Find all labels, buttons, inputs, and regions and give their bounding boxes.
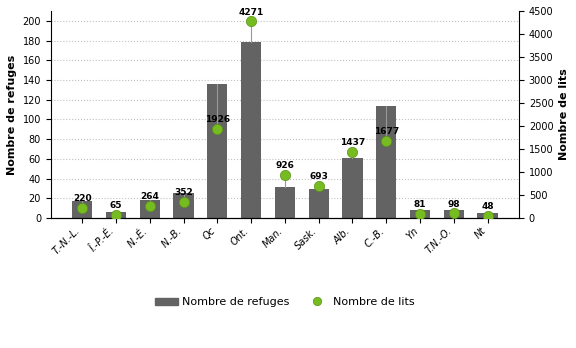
Point [145,203,154,209]
Text: 48: 48 [482,202,494,211]
Text: 98: 98 [448,199,460,208]
Text: 352: 352 [174,188,193,197]
Point [415,212,425,217]
Text: 926: 926 [275,161,294,171]
Bar [410,210,430,218]
Point [483,213,492,219]
Point [449,211,458,216]
Text: 1437: 1437 [340,138,365,147]
Point [247,19,256,24]
Point [314,183,323,189]
Legend: Nombre de refuges, Nombre de lits: Nombre de refuges, Nombre de lits [151,293,419,312]
Bar [309,189,329,218]
Bar [275,188,295,218]
Bar [444,210,464,218]
Bar [207,84,228,218]
Bar [139,200,160,218]
Text: 264: 264 [141,192,159,201]
Text: 693: 693 [309,172,328,181]
Point [213,127,222,132]
Bar [376,105,396,218]
Y-axis label: Nombre de refuges: Nombre de refuges [7,54,17,175]
Text: 1926: 1926 [204,116,230,125]
Bar [106,212,126,218]
Text: 65: 65 [109,201,122,210]
Y-axis label: Nombre de lits: Nombre de lits [559,69,569,160]
Bar [342,158,362,218]
Text: 1677: 1677 [374,127,399,136]
Text: 81: 81 [414,200,426,209]
Text: 4271: 4271 [238,8,264,17]
Bar [241,42,262,218]
Point [179,199,188,205]
Text: 220: 220 [73,194,92,203]
Bar [72,201,92,218]
Point [348,149,357,155]
Point [281,173,290,178]
Bar [478,213,498,218]
Bar [173,193,194,218]
Point [382,138,391,144]
Point [111,212,120,218]
Point [78,205,87,211]
